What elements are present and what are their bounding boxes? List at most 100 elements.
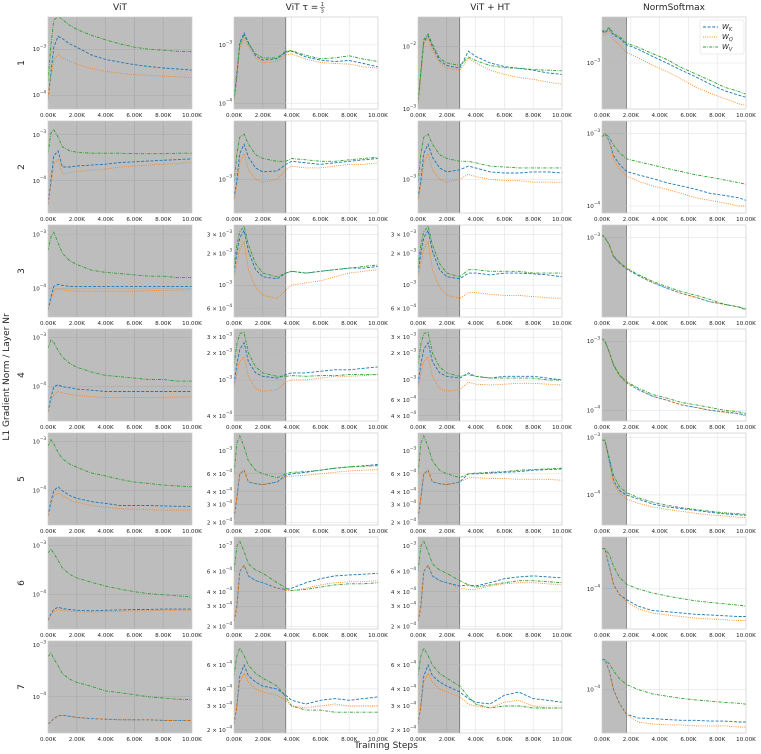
x-tick-label: 6.00K — [680, 321, 696, 327]
x-tick-label: 6.00K — [496, 113, 512, 119]
x-tick-label: 4.00K — [652, 113, 668, 119]
x-tick-label: 0.00K — [410, 321, 426, 327]
y-tick-label: 3 × 10−4 — [391, 601, 416, 610]
series-line-w-k — [48, 283, 192, 311]
x-tick-label: 10.00K — [736, 425, 756, 431]
y-tick-label: 2 × 10−4 — [207, 724, 232, 733]
series-line-w-k — [48, 486, 192, 517]
x-tick-label: 2.00K — [439, 633, 455, 639]
panel-layer-6-normsoftmax: 10−4 0.00K 2.00K 4.00K 6.00K 8.00K 10.00K — [587, 536, 756, 639]
panel-frame — [601, 536, 747, 630]
panel-frame — [601, 432, 747, 526]
x-tick-label: 6.00K — [312, 737, 328, 743]
x-tick-label: 0.00K — [410, 529, 426, 535]
y-tick-label: 2 × 10−4 — [391, 621, 416, 630]
y-tick-label: 3 × 10−3 — [391, 229, 416, 238]
x-tick-label: 2.00K — [623, 737, 639, 743]
x-tick-label: 2.00K — [69, 633, 85, 639]
column-titles: ViT ViT τ = 13 ViT + HT NormSoftmax — [113, 2, 706, 14]
panel-frame — [417, 224, 563, 318]
x-tick-label: 10.00K — [182, 321, 202, 327]
y-tick-label: 3 × 10−4 — [207, 601, 232, 610]
y-tick-label: 4 × 10−4 — [207, 683, 232, 692]
series-line-w-v — [602, 133, 746, 185]
panel-frame — [417, 640, 563, 734]
y-tick-label: 3 × 10−4 — [207, 499, 232, 508]
panel-layer-4-vit: 10−3 10−4 0.00K 2.00K 4.00K 6.00K 8.00K 10.00K 4 — [17, 328, 202, 431]
shaded-region — [234, 121, 286, 213]
series-line-w-v — [234, 646, 378, 713]
panel-layer-5-vit-1-3: 10−3 6 × 10−4 4 × 10−4 3 × 10−4 2 × 10−4 0.00… — [207, 432, 388, 535]
shaded-region — [418, 537, 460, 629]
x-tick-label: 6.00K — [680, 633, 696, 639]
panel-layer-6-vit: 10−3 10−4 0.00K 2.00K 4.00K 6.00K 8.00K 10.00K 6 — [17, 536, 202, 639]
y-tick-label: 10−3 — [587, 432, 601, 441]
series-line-w-k — [602, 659, 746, 723]
panel-layer-3-vit-1-3: 3 × 10−3 2 × 10−3 10−3 6 × 10−4 0.00K 2.00K 4.… — [207, 224, 388, 327]
panel-frame — [601, 16, 747, 110]
legend-box — [699, 19, 745, 55]
panel-frame — [233, 16, 379, 110]
x-tick-label: 8.00K — [155, 425, 171, 431]
x-tick-label: 4.00K — [284, 633, 300, 639]
shaded-region — [48, 537, 192, 629]
x-tick-label: 8.00K — [709, 529, 725, 535]
series-line-w-v — [234, 133, 378, 183]
x-tick-label: 10.00K — [552, 737, 572, 743]
series-line-w-q — [48, 714, 192, 725]
x-tick-label: 10.00K — [552, 217, 572, 223]
panel-frame — [47, 536, 193, 630]
series-line-w-q — [48, 391, 192, 413]
row-label-layer-5: 5 — [17, 476, 27, 482]
series-line-w-k — [234, 464, 378, 519]
x-tick-label: 6.00K — [126, 217, 142, 223]
x-tick-label: 6.00K — [496, 633, 512, 639]
x-tick-label: 8.00K — [341, 321, 357, 327]
x-tick-label: 8.00K — [709, 425, 725, 431]
x-tick-label: 8.00K — [525, 321, 541, 327]
y-tick-label: 10−4 — [33, 589, 47, 598]
y-tick-label: 10−4 — [33, 381, 47, 390]
row-label-layer-2: 2 — [17, 164, 27, 170]
y-tick-label: 10−3 — [587, 232, 601, 241]
x-tick-label: 0.00K — [594, 217, 610, 223]
x-tick-label: 6.00K — [680, 113, 696, 119]
x-tick-label: 10.00K — [736, 113, 756, 119]
x-tick-label: 0.00K — [594, 113, 610, 119]
x-tick-label: 10.00K — [552, 425, 572, 431]
panel-frame — [47, 640, 193, 734]
panel-frame — [47, 224, 193, 318]
fraction-denominator: 3 — [321, 9, 324, 15]
x-tick-label: 2.00K — [69, 113, 85, 119]
y-tick-label: 10−3 — [403, 374, 417, 383]
panel-frame — [601, 640, 747, 734]
x-tick-label: 6.00K — [126, 425, 142, 431]
y-tick-label: 4 × 10−4 — [391, 410, 416, 419]
x-tick-label: 10.00K — [368, 737, 388, 743]
y-tick-label: 10−3 — [33, 44, 47, 53]
panel-frame — [601, 120, 747, 214]
panel-frame — [233, 640, 379, 734]
series-line-w-v — [234, 434, 378, 479]
x-tick-label: 6.00K — [680, 425, 696, 431]
y-tick-label: 3 × 10−3 — [207, 229, 232, 238]
x-tick-label: 0.00K — [410, 217, 426, 223]
shaded-region — [418, 329, 460, 421]
series-line-w-k — [234, 142, 378, 199]
series-line-w-k — [48, 606, 192, 621]
x-tick-label: 6.00K — [496, 217, 512, 223]
series-line-w-q — [48, 157, 192, 205]
x-axis-label: Training Steps — [353, 741, 418, 751]
shaded-region — [418, 641, 460, 733]
series-line-w-q — [48, 492, 192, 517]
series-line-w-v — [234, 33, 378, 99]
series-line-w-v — [48, 339, 192, 382]
x-tick-label: 10.00K — [552, 529, 572, 535]
x-tick-label: 10.00K — [368, 633, 388, 639]
series-line-w-k — [418, 229, 562, 280]
series-line-w-k — [48, 149, 192, 205]
x-tick-label: 2.00K — [439, 217, 455, 223]
shaded-region — [48, 329, 192, 421]
